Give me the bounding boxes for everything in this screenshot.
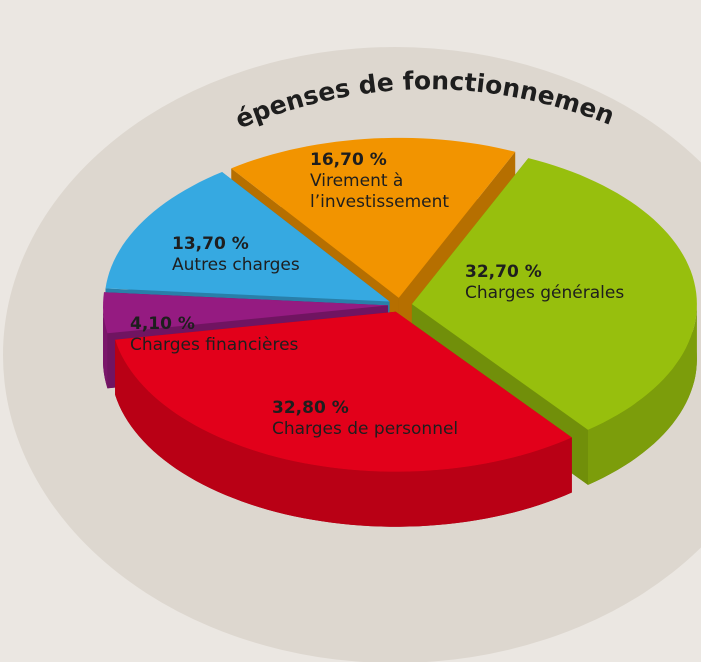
category-label: Charges de personnel: [272, 419, 459, 439]
slice-wall: [103, 305, 108, 389]
slice-wall: [115, 339, 572, 527]
slice: [231, 137, 516, 298]
slice-label: 32,80 % Charges de personnel: [272, 398, 492, 440]
category-label: Virement à l’investissement: [310, 171, 450, 212]
slice-label: 32,70 % Charges générales: [465, 262, 685, 304]
value-label: 32,70 %: [465, 262, 542, 282]
slice: [411, 158, 697, 430]
value-label: 13,70 %: [172, 234, 249, 254]
category-label: Charges financières: [130, 335, 299, 355]
slice: [115, 311, 572, 472]
value-label: 4,10 %: [130, 314, 195, 334]
category-label: Charges générales: [465, 283, 625, 303]
category-label: Autres charges: [172, 255, 300, 275]
slice-label: 16,70 % Virement à l’investissement: [310, 150, 485, 213]
slice-label: 4,10 % Charges financières: [130, 314, 360, 356]
pie: [103, 137, 697, 527]
slice-wall: [588, 304, 697, 485]
value-label: 32,80 %: [272, 398, 349, 418]
slice-label: 13,70 % Autres charges: [172, 234, 352, 276]
slice: [103, 292, 389, 334]
value-label: 16,70 %: [310, 150, 387, 170]
slice: [105, 172, 390, 302]
